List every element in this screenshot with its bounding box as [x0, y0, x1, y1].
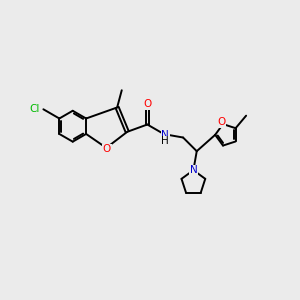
Text: O: O	[218, 117, 226, 127]
Text: O: O	[143, 99, 152, 109]
Text: N: N	[189, 166, 197, 176]
Text: H: H	[161, 136, 169, 146]
Text: N: N	[190, 165, 197, 175]
Text: N: N	[161, 130, 169, 140]
Text: Cl: Cl	[29, 104, 40, 114]
Text: O: O	[103, 144, 111, 154]
